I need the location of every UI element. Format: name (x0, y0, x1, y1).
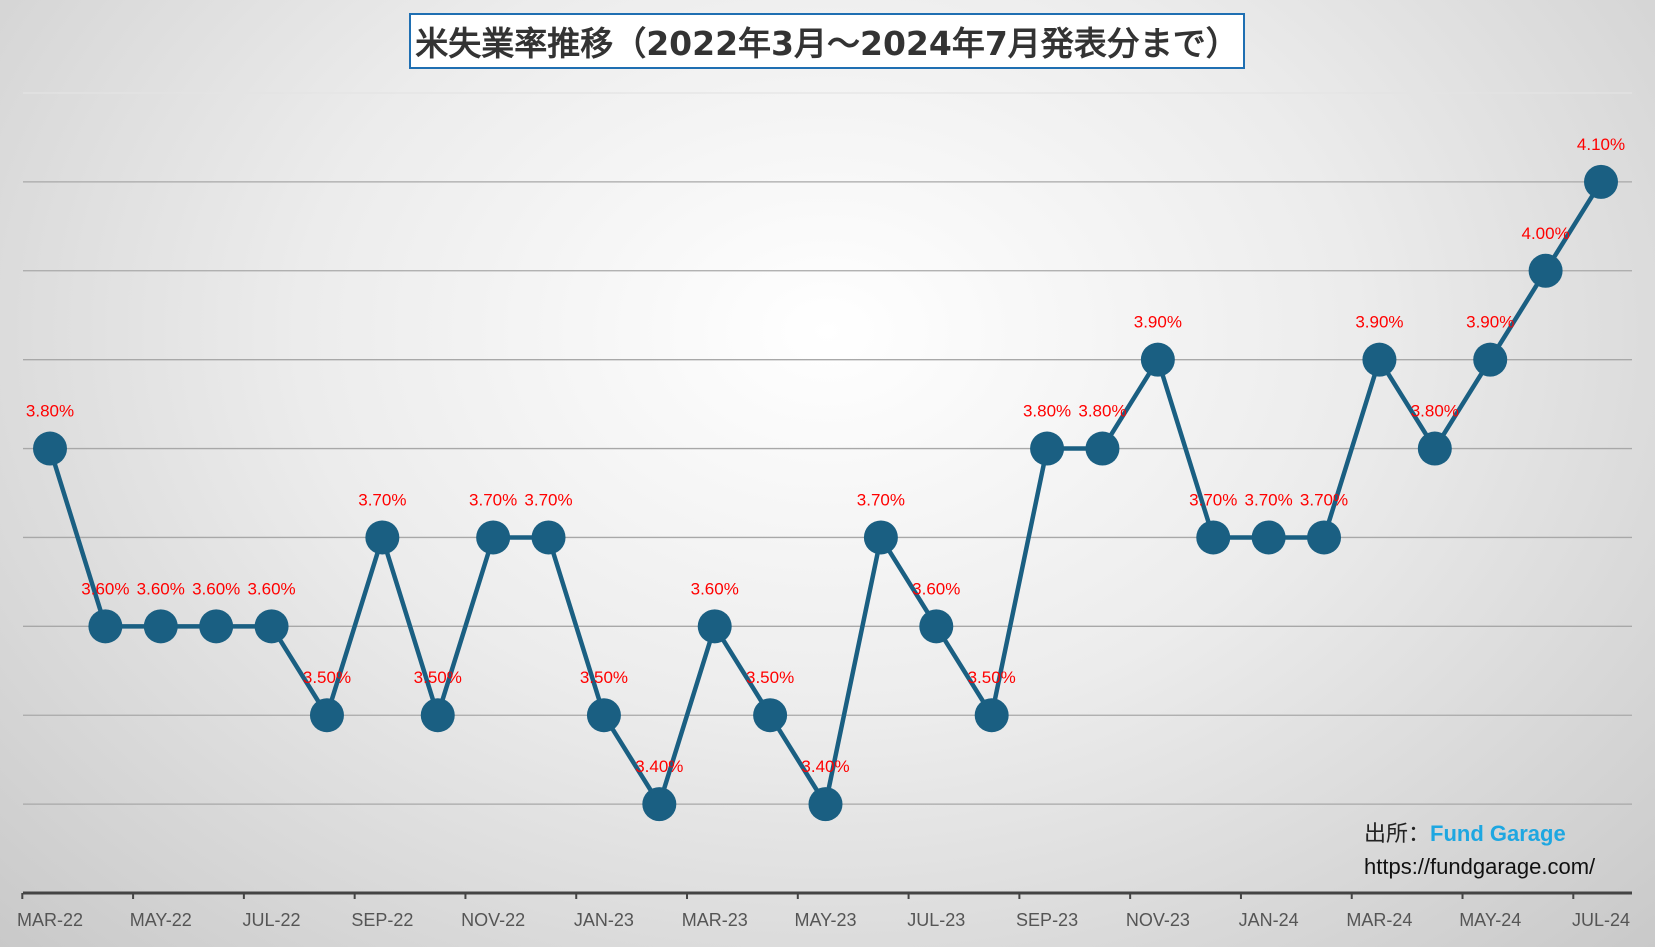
source-url[interactable]: https://fundgarage.com/ (1364, 854, 1596, 879)
data-label: 3.60% (192, 579, 240, 598)
data-label: 3.90% (1355, 313, 1403, 332)
data-point (531, 520, 566, 555)
data-point (420, 698, 455, 733)
data-point (1584, 164, 1618, 199)
data-label: 3.60% (137, 579, 185, 598)
data-label: 4.10% (1577, 135, 1625, 154)
data-label: 3.80% (1411, 402, 1459, 421)
x-tick-label: JUL-23 (907, 910, 965, 930)
data-point (476, 520, 511, 555)
data-point (1030, 431, 1065, 466)
x-tick-label: JAN-23 (574, 910, 634, 930)
x-tick-label: NOV-22 (461, 910, 525, 930)
data-label: 3.50% (414, 668, 462, 687)
x-tick-label: MAY-23 (794, 910, 856, 930)
data-label: 3.50% (303, 668, 351, 687)
data-label: 3.70% (1300, 490, 1348, 509)
data-label: 3.80% (26, 402, 74, 421)
data-point (1473, 342, 1508, 377)
x-tick-label: JUL-24 (1572, 910, 1630, 930)
x-tick-label: SEP-23 (1016, 910, 1078, 930)
source-credit: 出所：Fund Garage (1364, 816, 1566, 848)
data-point (1085, 431, 1120, 466)
data-label: 3.80% (1078, 402, 1126, 421)
chart-title: 米失業率推移（2022年3月～2024年7月発表分まで） (409, 13, 1245, 69)
data-label: 3.60% (912, 579, 960, 598)
data-label: 3.60% (81, 579, 129, 598)
series-line (47, 180, 1603, 811)
data-point (33, 431, 67, 466)
data-point (1362, 342, 1397, 377)
data-label: 3.70% (1189, 490, 1237, 509)
data-label: 3.60% (691, 579, 739, 598)
data-label: 3.70% (857, 490, 905, 509)
data-label: 3.60% (247, 579, 295, 598)
data-point (697, 609, 732, 644)
data-point (974, 698, 1009, 733)
data-point (808, 787, 843, 822)
data-point (309, 698, 344, 733)
x-tick-label: NOV-23 (1126, 910, 1190, 930)
data-point (1528, 253, 1563, 288)
data-label: 3.70% (469, 490, 517, 509)
data-point (143, 609, 178, 644)
data-label: 3.50% (968, 668, 1016, 687)
data-label: 3.50% (746, 668, 794, 687)
data-point (919, 609, 954, 644)
x-tick-label: MAR-23 (682, 910, 748, 930)
data-label: 3.70% (358, 490, 406, 509)
data-label: 3.40% (635, 757, 683, 776)
data-point (1196, 520, 1231, 555)
data-label: 3.70% (1245, 490, 1293, 509)
data-label: 3.40% (801, 757, 849, 776)
x-tick-label: MAY-22 (130, 910, 192, 930)
data-point (1417, 431, 1452, 466)
data-point (586, 698, 621, 733)
data-label: 4.00% (1522, 224, 1570, 243)
data-point (1140, 342, 1175, 377)
x-tick-label: MAR-22 (17, 910, 83, 930)
data-label: 3.50% (580, 668, 628, 687)
data-label: 3.90% (1134, 313, 1182, 332)
data-point (642, 787, 677, 822)
data-point (753, 698, 788, 733)
x-tick-label: SEP-22 (351, 910, 413, 930)
source-name: Fund Garage (1430, 821, 1566, 846)
source-label: 出所： (1364, 822, 1431, 847)
data-label: 3.80% (1023, 402, 1071, 421)
x-tick-label: MAR-24 (1346, 910, 1412, 930)
data-point (365, 520, 400, 555)
data-point (1251, 520, 1286, 555)
data-point (199, 609, 234, 644)
x-tick-label: JAN-24 (1239, 910, 1299, 930)
data-label: 3.90% (1466, 313, 1514, 332)
data-point (88, 609, 123, 644)
data-point (254, 609, 289, 644)
data-point (1307, 520, 1342, 555)
x-tick-label: JUL-22 (243, 910, 301, 930)
data-label: 3.70% (524, 490, 572, 509)
data-point (863, 520, 898, 555)
x-tick-label: MAY-24 (1459, 910, 1521, 930)
